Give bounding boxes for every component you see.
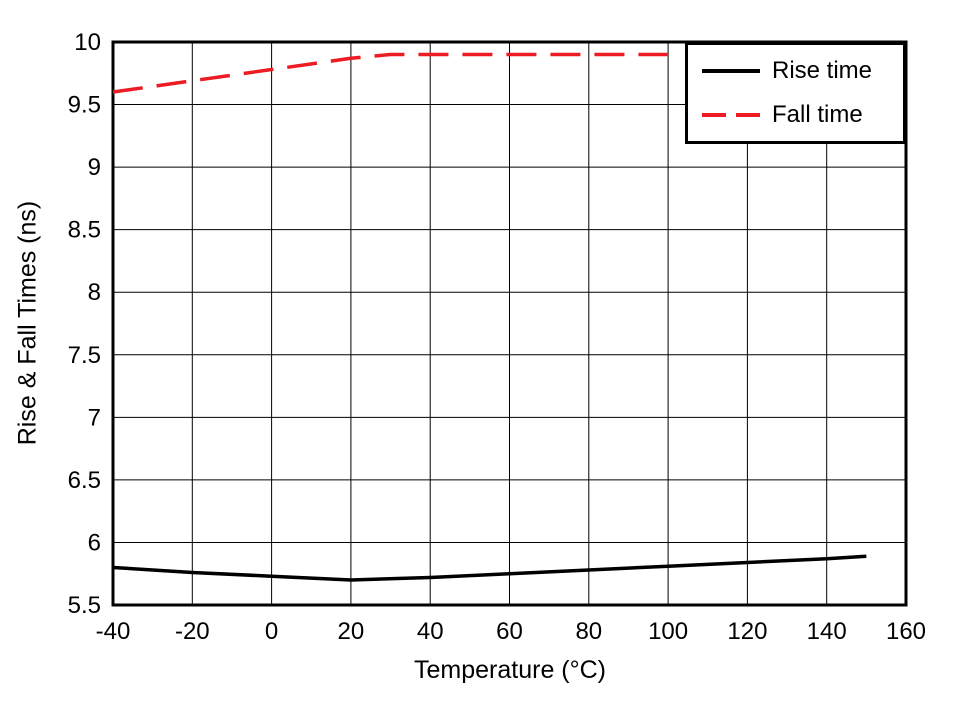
y-tick-label: 9	[88, 154, 101, 181]
legend-label-fall-time: Fall time	[772, 101, 863, 128]
legend-item-rise-time: Rise time	[702, 57, 895, 85]
x-axis-title: Temperature (°C)	[414, 656, 606, 684]
x-tick-label: 0	[265, 618, 278, 645]
x-tick-label: -40	[96, 618, 131, 645]
y-axis-title: Rise & Fall Times (ns)	[13, 200, 42, 446]
y-tick-label: 5.5	[68, 592, 101, 619]
series-line-rise-time	[112, 554, 867, 582]
x-tick-label: 140	[807, 618, 847, 645]
y-tick-label: 8	[88, 279, 101, 306]
y-tick-label: 6.5	[68, 467, 101, 494]
x-tick-label: 120	[727, 618, 767, 645]
x-tick-label: 80	[575, 618, 602, 645]
x-tick-label: 60	[496, 618, 523, 645]
legend-line-sample-rise-time	[702, 69, 760, 73]
y-tick-label: 6	[88, 529, 101, 556]
legend: Rise time Fall time	[685, 42, 906, 144]
y-tick-label: 7	[88, 404, 101, 431]
x-tick-label: 40	[417, 618, 444, 645]
x-tick-label: -20	[175, 618, 210, 645]
legend-item-fall-time: Fall time	[702, 101, 895, 129]
y-tick-label: 7.5	[68, 342, 101, 369]
series-line-fall-time	[112, 52, 669, 94]
y-tick-label: 9.5	[68, 92, 101, 119]
y-tick-label: 10	[74, 29, 101, 56]
x-tick-label: 20	[338, 618, 365, 645]
legend-label-rise-time: Rise time	[772, 57, 873, 84]
plot-border	[111, 40, 908, 607]
y-tick-label: 8.5	[68, 217, 101, 244]
x-tick-label: 100	[648, 618, 688, 645]
legend-line-sample-fall-time	[702, 113, 760, 117]
x-tick-label: 160	[886, 618, 926, 645]
